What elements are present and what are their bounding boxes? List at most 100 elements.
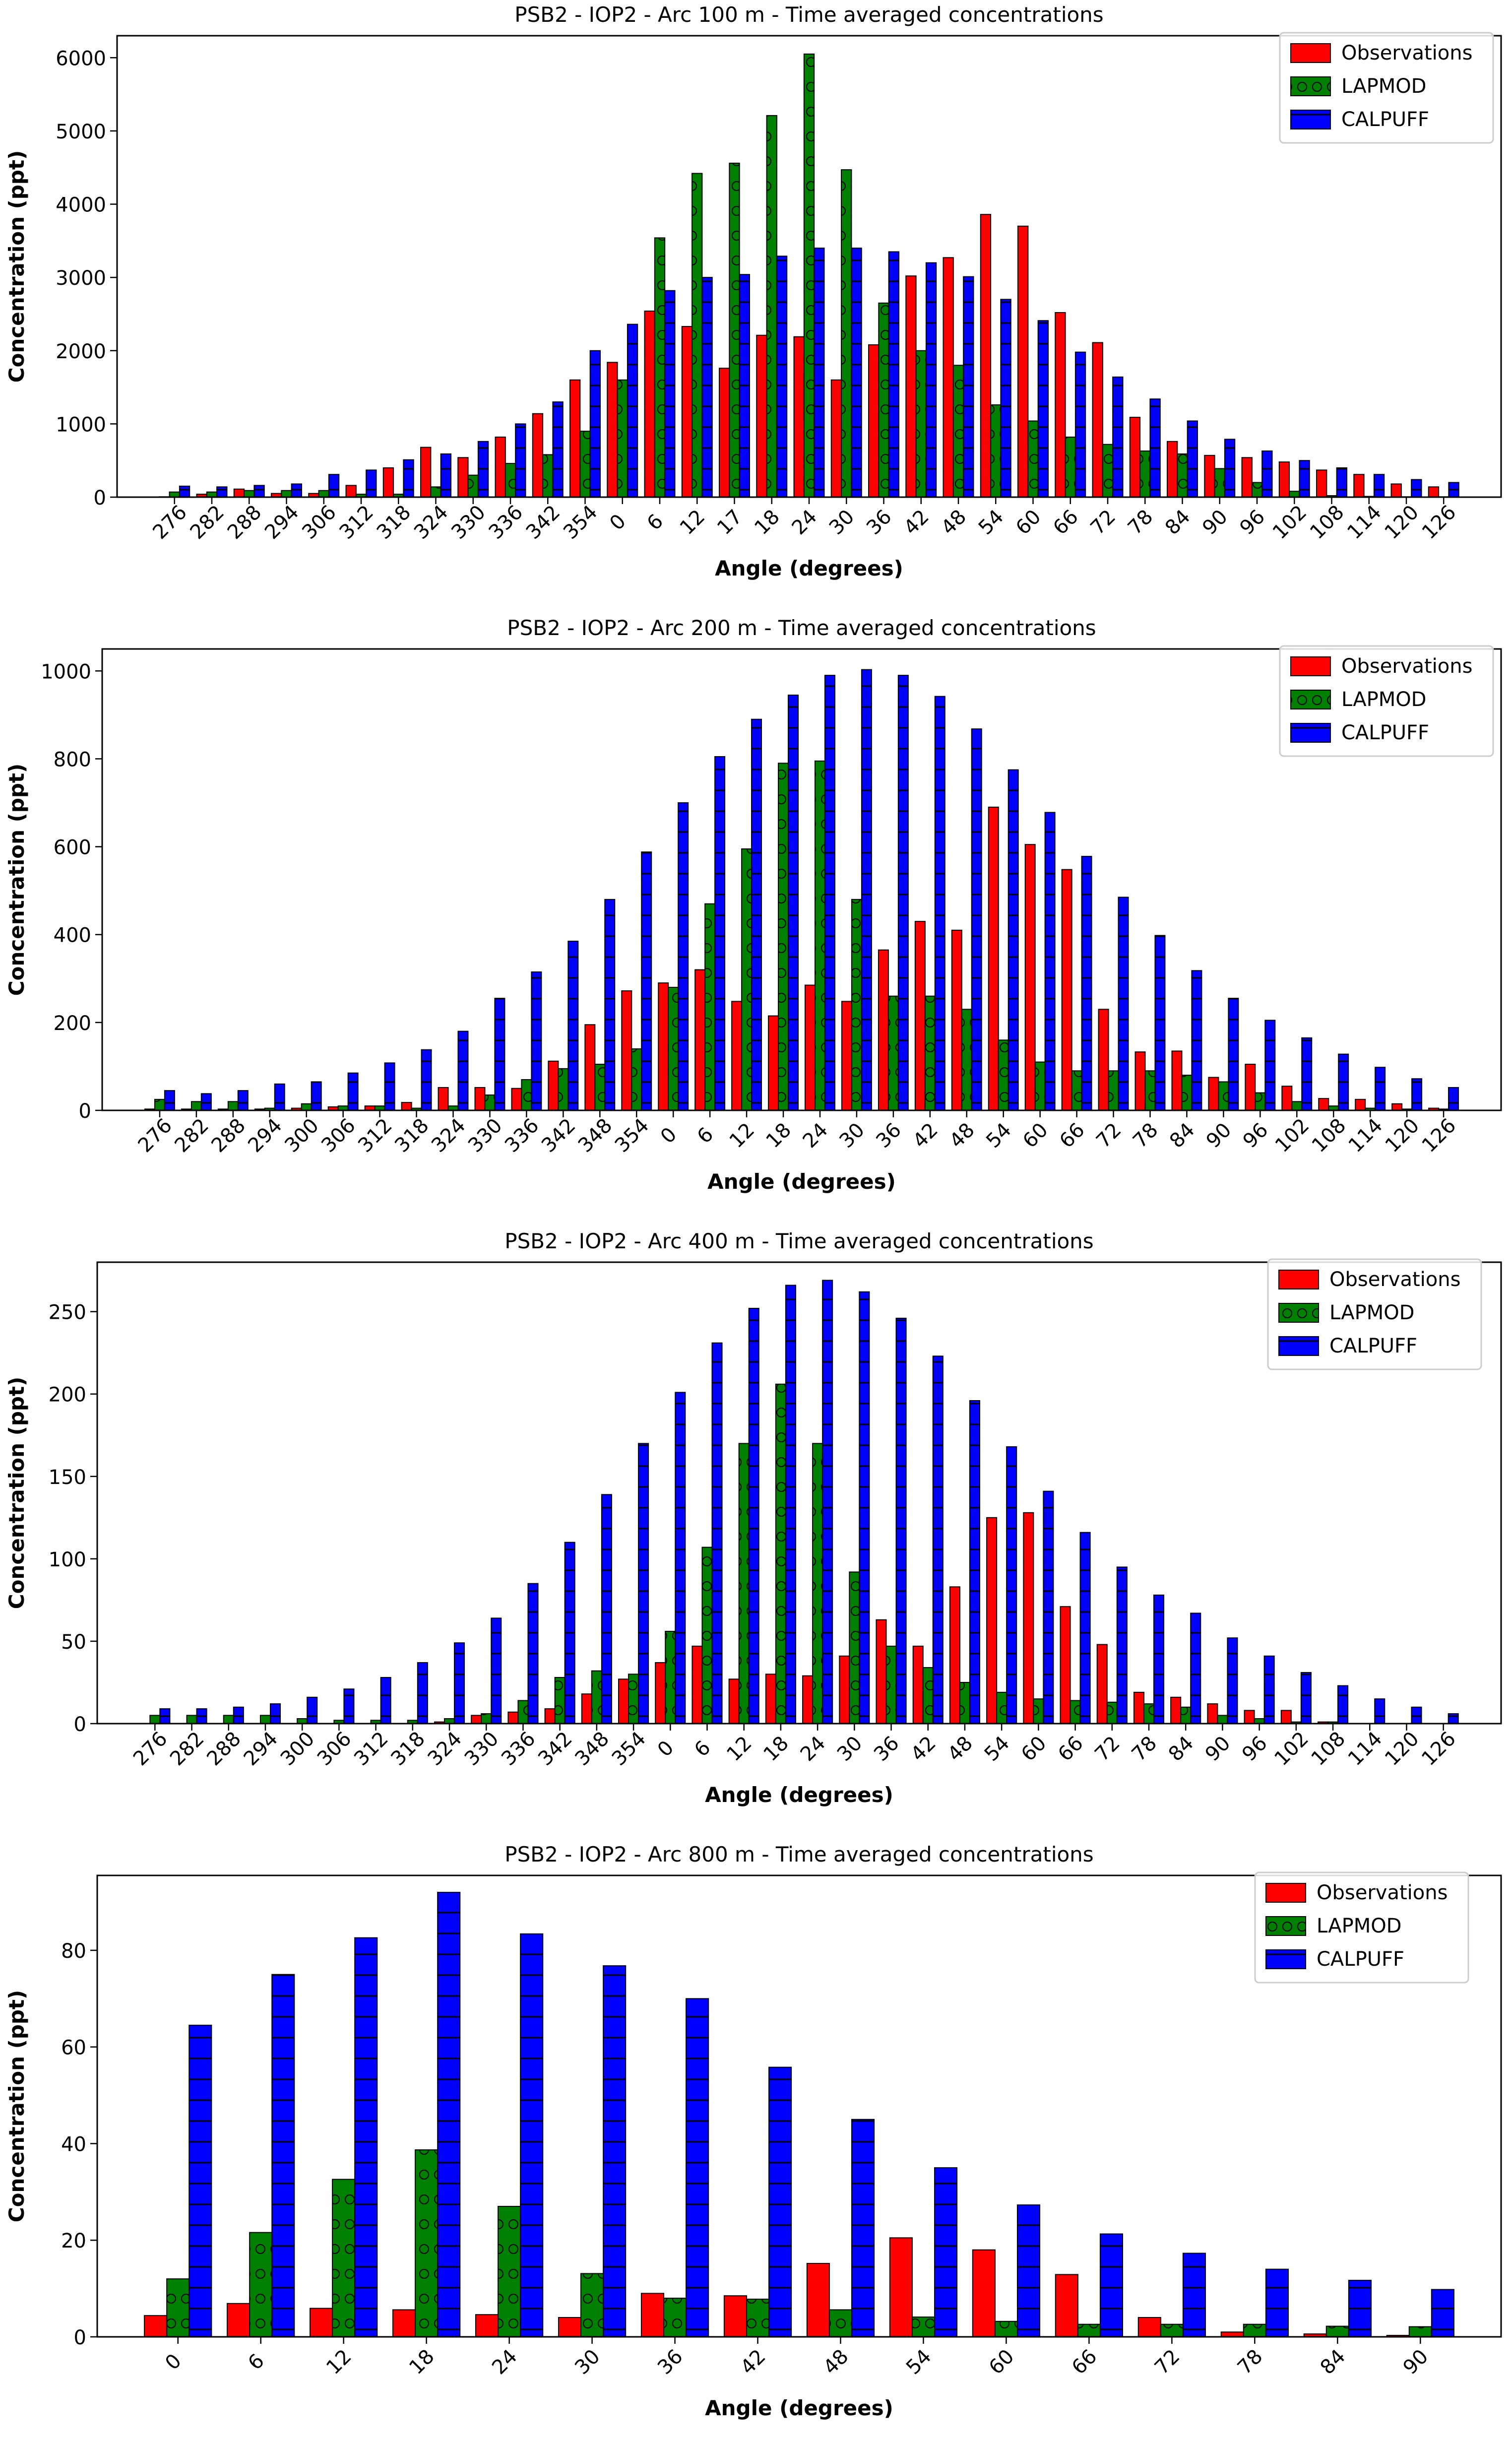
bar-calpuff-hatch: [478, 441, 489, 497]
bar-observations: [584, 1024, 596, 1111]
bar-calpuff-hatch: [307, 1697, 317, 1724]
x-tick-label: 78: [1129, 1119, 1163, 1153]
x-tick-label: 294: [244, 1114, 287, 1158]
bar-calpuff-hatch: [1412, 1079, 1422, 1110]
x-tick-label: 126: [1418, 1114, 1461, 1158]
bar-calpuff-hatch: [1299, 460, 1310, 497]
bar-calpuff-hatch: [421, 1049, 432, 1110]
bar-lapmod-hatch: [1181, 1707, 1191, 1724]
x-tick-label: 102: [1271, 1114, 1314, 1158]
legend: Observations LAPMOD CALPUFF: [1279, 645, 1494, 757]
x-tick-label: 126: [1417, 1728, 1460, 1771]
y-tick-label: 1000: [41, 660, 91, 683]
bar-calpuff-hatch: [344, 1689, 354, 1724]
x-tick-label: 42: [906, 1732, 941, 1766]
bar-lapmod-hatch: [849, 1572, 860, 1724]
bar-lapmod-hatch: [1107, 1702, 1117, 1724]
bar-calpuff-hatch: [1038, 321, 1048, 497]
x-tick-label: 84: [1161, 506, 1195, 540]
x-tick-label: 300: [276, 1728, 319, 1771]
bar-calpuff-hatch: [1338, 1685, 1348, 1724]
x-tick-label: 0: [605, 510, 630, 535]
legend-label-calpuff: CALPUFF: [1341, 108, 1429, 131]
x-tick-label: 318: [390, 1114, 434, 1158]
bar-calpuff-hatch: [641, 852, 652, 1110]
bar-observations: [1391, 1103, 1403, 1111]
bar-lapmod-hatch: [664, 2298, 687, 2337]
bar-calpuff-hatch: [254, 485, 264, 497]
bar-calpuff-hatch: [1008, 770, 1018, 1110]
bar-calpuff-hatch: [788, 695, 798, 1110]
bar-lapmod-hatch: [815, 761, 825, 1110]
x-tick-label: 66: [1055, 1119, 1089, 1153]
x-tick-label: 24: [788, 506, 822, 540]
bar-lapmod-hatch: [356, 494, 367, 497]
bar-observations: [1134, 1051, 1146, 1111]
y-axis-label: Concentration (ppt): [4, 150, 29, 383]
bar-calpuff-hatch: [495, 998, 505, 1110]
legend-label-lapmod: LAPMOD: [1341, 688, 1426, 711]
bar-calpuff-hatch: [933, 1356, 943, 1724]
bar-observations: [1137, 2317, 1161, 2337]
bar-lapmod-hatch: [739, 1443, 749, 1724]
bar-calpuff-hatch: [715, 757, 725, 1110]
x-tick-label: 72: [1090, 1732, 1125, 1766]
bar-calpuff-hatch: [898, 675, 908, 1110]
bar-calpuff-hatch: [196, 1709, 207, 1724]
bar-calpuff-hatch: [1117, 1567, 1127, 1724]
bar-observations: [401, 1102, 412, 1111]
y-axis-label: Concentration (ppt): [4, 1377, 29, 1609]
bar-calpuff-hatch: [531, 972, 542, 1110]
bar-lapmod-hatch: [746, 2299, 769, 2337]
bar-observations: [1098, 1009, 1109, 1111]
y-axis-label: Concentration (ppt): [4, 764, 29, 996]
bar-observations: [1096, 1644, 1108, 1724]
bar-lapmod-hatch: [1108, 1071, 1119, 1110]
bar-observations: [233, 488, 245, 498]
x-tick-label: 30: [833, 1732, 867, 1766]
x-tick-label: 90: [1201, 1732, 1235, 1766]
bar-observations: [1207, 1703, 1218, 1725]
bar-observations: [1061, 869, 1072, 1111]
x-tick-label: 354: [611, 1114, 654, 1158]
bar-observations: [474, 1087, 486, 1111]
bar-lapmod-hatch: [997, 1692, 1007, 1724]
bar-calpuff-hatch: [160, 1709, 170, 1724]
bar-lapmod-hatch: [1365, 1108, 1376, 1110]
bar-lapmod-hatch: [518, 1700, 528, 1724]
x-tick-label: 90: [1198, 506, 1232, 540]
legend-swatch-hatch: [1291, 690, 1330, 709]
y-tick-label: 5000: [56, 121, 106, 143]
y-tick-label: 100: [49, 1548, 86, 1571]
x-tick-label: 6: [693, 1123, 718, 1149]
bar-observations: [310, 2308, 333, 2337]
bar-lapmod-hatch: [1145, 1071, 1155, 1110]
bar-calpuff-hatch: [752, 719, 762, 1110]
x-tick-label: 114: [1343, 501, 1386, 544]
bar-observations: [1055, 312, 1066, 498]
bar-lapmod-hatch: [1071, 1071, 1082, 1110]
bar-lapmod-hatch: [543, 454, 553, 497]
x-tick-label: 312: [354, 1114, 397, 1158]
bar-observations: [544, 1708, 556, 1724]
bar-calpuff-hatch: [675, 1392, 686, 1724]
bar-observations: [227, 2303, 251, 2337]
bar-lapmod-hatch: [521, 1080, 532, 1110]
x-tick-label: 96: [1236, 506, 1270, 540]
x-tick-label: 78: [1124, 506, 1158, 540]
bar-calpuff-hatch: [1007, 1447, 1017, 1724]
bar-observations: [507, 1711, 519, 1724]
bar-calpuff-hatch: [603, 1966, 626, 2337]
bar-calpuff-hatch: [686, 1998, 709, 2337]
legend-label-lapmod: LAPMOD: [1329, 1301, 1414, 1324]
bar-calpuff-hatch: [417, 1663, 428, 1724]
bar-observations: [1355, 1098, 1366, 1111]
bar-lapmod-hatch: [297, 1719, 308, 1724]
y-tick-label: 250: [49, 1301, 86, 1324]
bar-lapmod-hatch: [778, 763, 789, 1110]
x-axis-label: Angle (degrees): [705, 2396, 893, 2420]
bar-lapmod-hatch: [851, 899, 862, 1110]
legend-swatch-hatch: [1266, 1917, 1306, 1935]
chart-arc-800m: PSB2 - IOP2 - Arc 800 m - Time averaged …: [0, 1840, 1512, 2446]
legend-label-lapmod: LAPMOD: [1341, 75, 1426, 98]
